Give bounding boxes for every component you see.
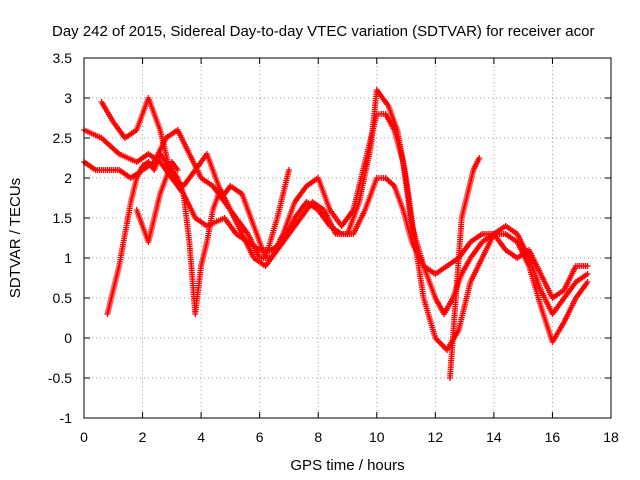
x-tick-label: 12: [428, 429, 444, 445]
data-point: [584, 279, 591, 285]
x-tick-label: 18: [603, 429, 619, 445]
y-tick-label: -1: [60, 410, 73, 426]
plot-frame: [83, 57, 612, 419]
series-track-c: [81, 111, 591, 301]
x-tick-label: 2: [139, 429, 147, 445]
data-point: [476, 155, 483, 161]
data-point: [174, 167, 181, 173]
y-tick-label: 1.5: [53, 210, 73, 226]
y-axis-label: SDTVAR / TECUs: [7, 178, 24, 298]
x-tick-label: 10: [369, 429, 385, 445]
data-point: [584, 263, 591, 269]
x-axis-label: GPS time / hours: [290, 457, 404, 474]
y-tick-label: 3: [64, 90, 72, 106]
x-tick-label: 8: [314, 429, 322, 445]
series-track-f: [133, 159, 181, 245]
data-point: [285, 167, 292, 173]
x-tick-label: 4: [197, 429, 205, 445]
axis-ticks: 0 2 4 6 8 10 12 14 16 18 -1 -0.5 0 0.5 1 1.5 2 2.5 3 3.5: [48, 50, 619, 445]
series-track-d: [104, 151, 292, 317]
x-tick-label: 14: [486, 429, 502, 445]
y-tick-label: 3.5: [53, 50, 73, 66]
chart-title: Day 242 of 2015, Sidereal Day-to-day VTE…: [52, 23, 594, 40]
data-point: [584, 271, 591, 277]
y-tick-label: 1: [64, 250, 72, 266]
x-tick-label: 16: [545, 429, 561, 445]
data-points: [81, 87, 591, 381]
y-tick-label: -0.5: [48, 370, 72, 386]
x-tick-label: 6: [256, 429, 264, 445]
x-tick-label: 0: [80, 429, 88, 445]
y-tick-label: 0.5: [53, 290, 73, 306]
series-track-e: [446, 155, 483, 381]
y-tick-label: 2.5: [53, 130, 73, 146]
y-tick-label: 2: [64, 170, 72, 186]
y-tick-label: 0: [64, 330, 72, 346]
